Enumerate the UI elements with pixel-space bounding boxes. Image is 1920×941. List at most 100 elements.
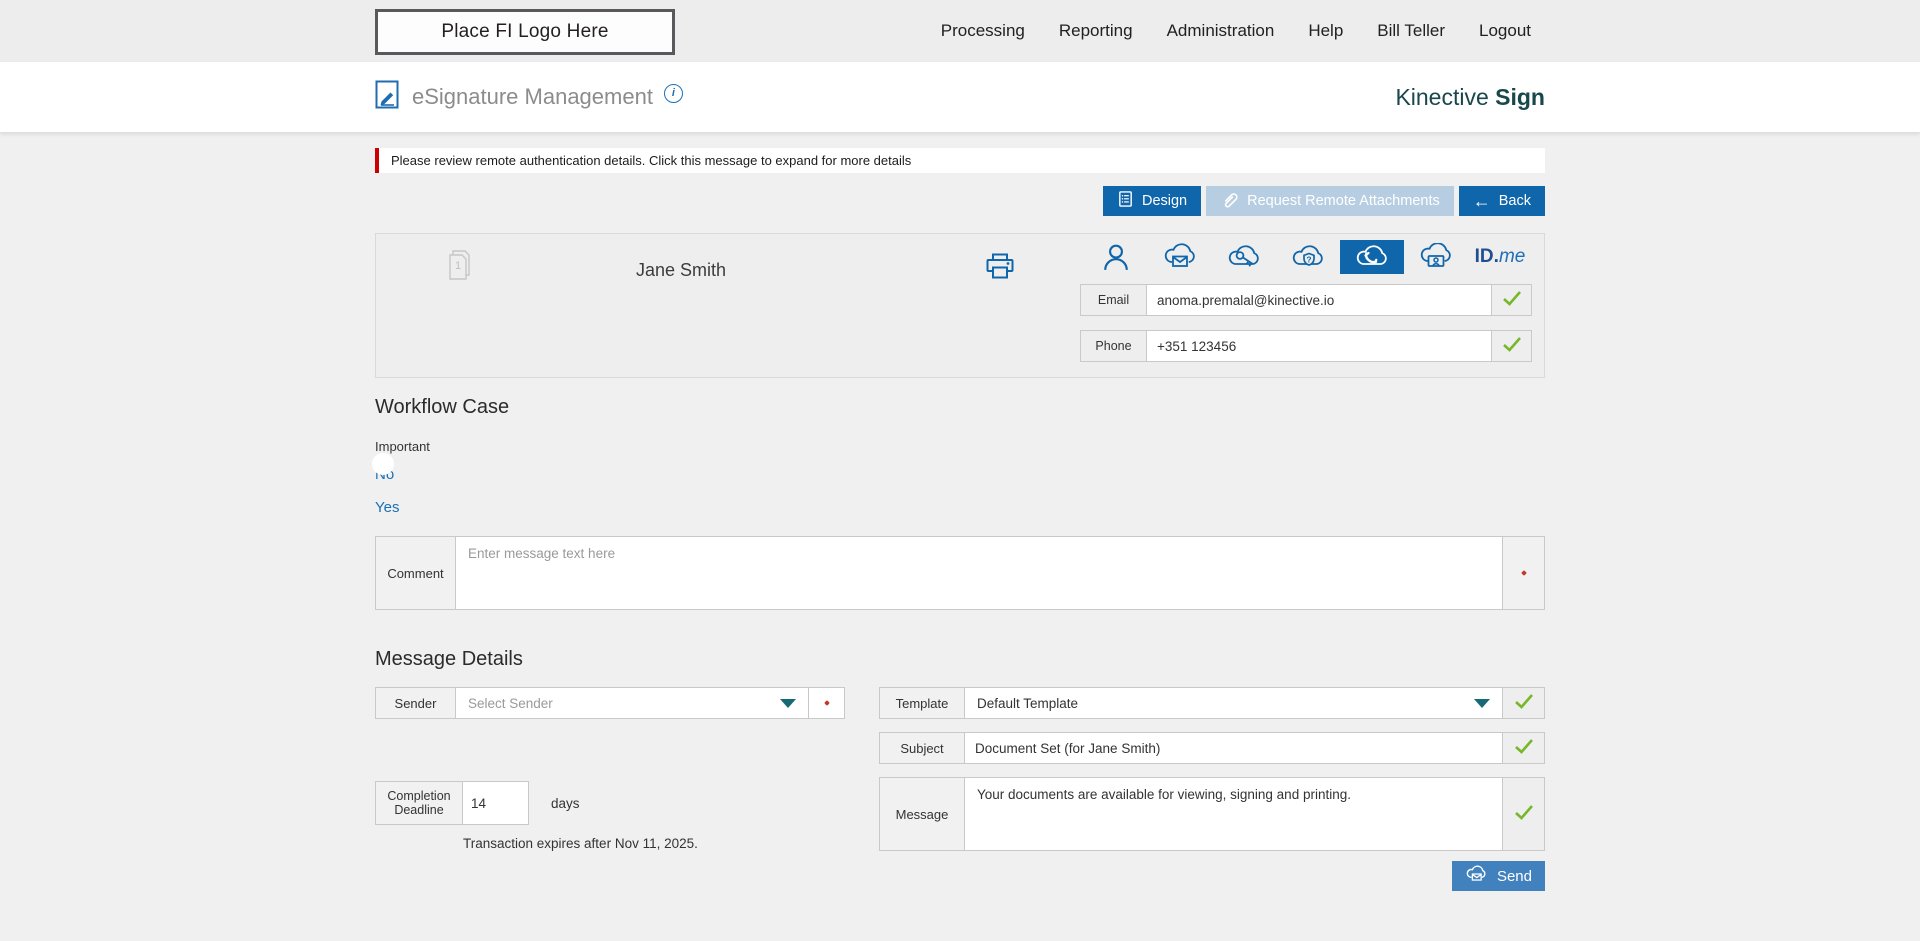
nav-processing[interactable]: Processing — [940, 21, 1025, 40]
brand-logo: Kinective Sign — [1395, 84, 1545, 111]
esignature-doc-pen-icon — [375, 80, 401, 115]
nav-logout[interactable]: Logout — [1479, 21, 1531, 40]
required-marker — [823, 700, 830, 706]
sender-row: Sender Select Sender — [375, 687, 845, 719]
alert-text: Please review remote authentication deta… — [391, 153, 912, 168]
expires-note: Transaction expires after Nov 11, 2025. — [463, 836, 698, 851]
template-valid-cell — [1502, 688, 1544, 718]
page-title: eSignature Management — [412, 84, 653, 109]
radio-circle-overlay[interactable] — [372, 453, 394, 475]
send-button[interactable]: Send — [1451, 861, 1545, 891]
recipient-card: 1 Jane Smith — [375, 233, 1545, 378]
sender-label: Sender — [376, 688, 456, 718]
design-doc-icon — [1117, 190, 1134, 212]
check-icon — [1514, 738, 1534, 759]
back-label: Back — [1498, 193, 1531, 209]
email-input[interactable] — [1147, 285, 1491, 315]
message-textarea[interactable]: Your documents are available for viewing… — [965, 778, 1502, 850]
sender-required-cell — [808, 688, 844, 718]
brand-suffix: Sign — [1495, 83, 1545, 110]
option-no-link[interactable]: No — [372, 453, 394, 483]
nav-reporting[interactable]: Reporting — [1058, 21, 1133, 40]
page-header: eSignature Management i Kinective Sign — [0, 62, 1920, 132]
workflow-case-heading: Workflow Case — [375, 396, 510, 418]
send-cloud-mail-icon — [1465, 865, 1489, 888]
required-marker — [1520, 570, 1527, 576]
back-button[interactable]: ← Back — [1458, 186, 1545, 216]
idme-bold-text: ID. — [1474, 246, 1499, 267]
phone-row: Phone — [1080, 330, 1532, 362]
check-icon — [1502, 290, 1522, 311]
auth-in-person-icon[interactable] — [1084, 240, 1148, 274]
chevron-down-icon — [780, 698, 796, 708]
request-remote-attachments-label: Request Remote Attachments — [1247, 193, 1440, 209]
details-left-column: Sender Select Sender Completion Deadline… — [375, 687, 845, 851]
request-remote-attachments-button[interactable]: Request Remote Attachments — [1206, 186, 1454, 216]
sender-select[interactable]: Select Sender — [456, 688, 808, 718]
email-label: Email — [1081, 285, 1147, 315]
deadline-unit-label: days — [551, 795, 580, 811]
check-icon — [1514, 804, 1534, 825]
paperclip-icon — [1220, 190, 1239, 213]
option-yes-link[interactable]: Yes — [375, 499, 400, 516]
completion-deadline-row: Completion Deadline days — [375, 781, 845, 825]
recipient-name: Jane Smith — [635, 260, 727, 280]
document-stack-icon: 1 — [442, 245, 476, 288]
comment-textarea[interactable] — [456, 537, 1502, 609]
svg-text:1: 1 — [455, 260, 461, 272]
comment-row: Comment — [375, 536, 1545, 610]
subject-input[interactable] — [965, 733, 1502, 763]
action-buttons: Design Request Remote Attachments ← Back — [375, 186, 1545, 216]
sender-select-value: Select Sender — [468, 695, 553, 711]
template-select[interactable]: Default Template — [965, 688, 1502, 718]
nav-user-bill-teller[interactable]: Bill Teller — [1377, 21, 1445, 40]
message-details-heading: Message Details — [375, 648, 523, 670]
completion-deadline-label: Completion Deadline — [375, 781, 463, 825]
auth-method-row: ? ID. me — [1084, 240, 1532, 274]
phone-valid-cell — [1491, 331, 1531, 361]
fi-logo-text: Place FI Logo Here — [441, 21, 609, 42]
design-button[interactable]: Design — [1102, 186, 1202, 216]
email-row: Email — [1080, 284, 1532, 316]
alert-banner[interactable]: Please review remote authentication deta… — [375, 148, 1545, 173]
nav-help[interactable]: Help — [1308, 21, 1344, 40]
message-label: Message — [880, 778, 965, 850]
brand-prefix: Kinective — [1395, 83, 1496, 110]
details-right-column: Template Default Template Subject — [879, 687, 1545, 891]
auth-key-access-icon[interactable] — [1212, 240, 1276, 274]
svg-text:?: ? — [1306, 255, 1311, 265]
subject-label: Subject — [880, 733, 965, 763]
back-arrow-icon: ← — [1472, 191, 1491, 211]
subject-row: Subject — [879, 732, 1545, 764]
printer-icon[interactable] — [984, 251, 1016, 286]
top-navigation: Processing Reporting Administration Help… — [941, 21, 1545, 41]
fi-logo-placeholder: Place FI Logo Here — [375, 9, 675, 55]
auth-photo-id-icon[interactable] — [1404, 240, 1468, 274]
send-label: Send — [1496, 867, 1532, 885]
auth-email-access-icon[interactable] — [1148, 240, 1212, 274]
send-row: Send — [879, 861, 1545, 891]
auth-idme-logo[interactable]: ID. me — [1468, 240, 1532, 274]
comment-required-cell — [1502, 537, 1544, 609]
info-icon[interactable]: i — [663, 83, 683, 103]
nav-administration[interactable]: Administration — [1166, 21, 1275, 40]
phone-input[interactable] — [1147, 331, 1491, 361]
important-label: Important — [375, 439, 430, 454]
phone-label: Phone — [1081, 331, 1147, 361]
email-valid-cell — [1491, 285, 1531, 315]
main-content: Please review remote authentication deta… — [372, 148, 1545, 891]
comment-label: Comment — [376, 537, 456, 609]
design-label: Design — [1141, 193, 1188, 209]
message-details-grid: Sender Select Sender Completion Deadline… — [375, 687, 1545, 891]
auth-sms-phone-icon[interactable] — [1340, 240, 1404, 274]
template-select-value: Default Template — [977, 695, 1079, 711]
subject-valid-cell — [1502, 733, 1544, 763]
message-valid-cell — [1502, 778, 1544, 850]
chevron-down-icon — [1474, 698, 1490, 708]
auth-kba-questions-icon[interactable]: ? — [1276, 240, 1340, 274]
template-label: Template — [880, 688, 965, 718]
idme-italic-text: me — [1498, 246, 1526, 267]
completion-deadline-input[interactable] — [463, 781, 529, 825]
top-bar: Place FI Logo Here Processing Reporting … — [0, 0, 1920, 62]
template-row: Template Default Template — [879, 687, 1545, 719]
